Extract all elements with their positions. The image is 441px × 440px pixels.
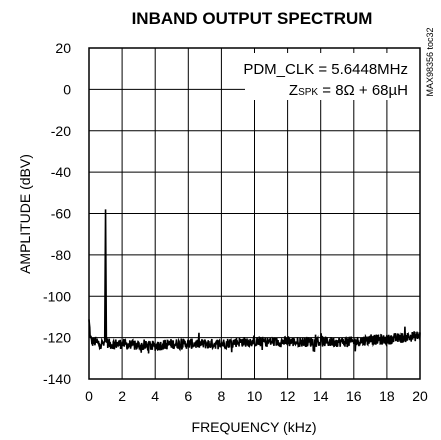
- x-tick-label: 4: [151, 388, 159, 404]
- x-tick-label: 6: [184, 388, 192, 404]
- tick-labels: 0 2 4 6 8 10 12 14 16 18 20 20 0 -20 -40 -60 -80 -100 -120…: [43, 40, 428, 404]
- x-tick-label: 2: [118, 388, 126, 404]
- y-tick-label: -80: [51, 247, 71, 263]
- x-tick-label: 10: [247, 388, 263, 404]
- figure-code: MAX98356 toc32: [425, 27, 435, 96]
- chart-title: INBAND OUTPUT SPECTRUM: [132, 9, 373, 28]
- y-tick-label: -100: [43, 288, 71, 304]
- x-tick-label: 18: [379, 388, 395, 404]
- series-line: [88, 209, 421, 354]
- grid: [89, 48, 420, 379]
- y-tick-label: 20: [55, 40, 71, 56]
- y-tick-label: -20: [51, 123, 71, 139]
- y-axis-title: AMPLITUDE (dBV): [17, 154, 33, 274]
- plot-frame: [88, 47, 421, 380]
- annotation-clock: PDM_CLK = 5.6448MHz: [243, 61, 408, 78]
- annotation-value: = 8Ω + 68µH: [318, 82, 408, 99]
- annotation-impedance: ZSPK = 8Ω + 68µH: [289, 82, 408, 99]
- x-tick-label: 14: [313, 388, 329, 404]
- y-tick-label: -140: [43, 371, 71, 387]
- x-axis-title: FREQUENCY (kHz): [192, 419, 317, 435]
- series-group: [88, 209, 421, 354]
- x-tick-label: 12: [280, 388, 296, 404]
- y-tick-label: -60: [51, 206, 71, 222]
- x-tick-label: 16: [346, 388, 362, 404]
- annotation-z-subscript: SPK: [298, 87, 318, 98]
- y-tick-label: 0: [63, 81, 71, 97]
- x-tick-label: 0: [85, 388, 93, 404]
- x-tick-label: 8: [218, 388, 226, 404]
- annotation-background: [245, 53, 420, 100]
- x-tick-label: 20: [412, 388, 428, 404]
- annotation-z: Z: [289, 82, 298, 99]
- y-tick-label: -40: [51, 164, 71, 180]
- y-tick-label: -120: [43, 330, 71, 346]
